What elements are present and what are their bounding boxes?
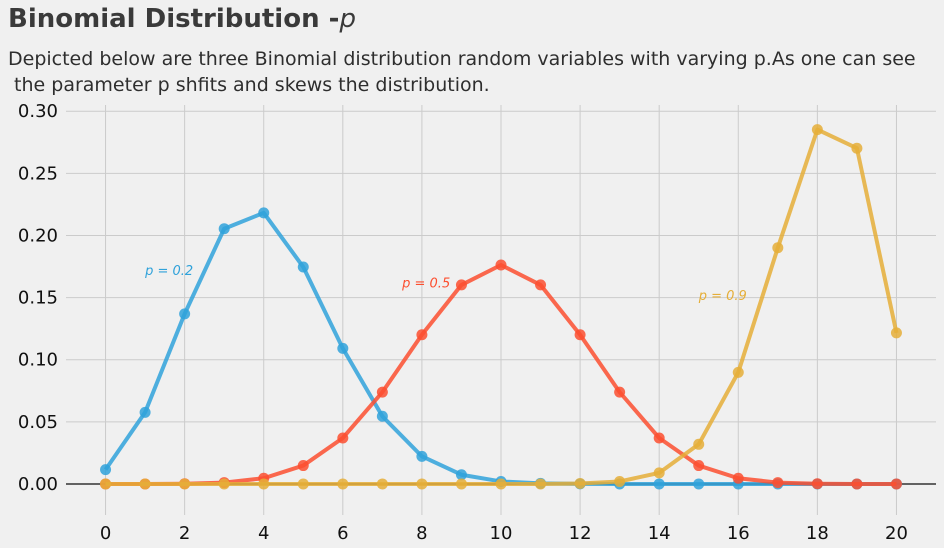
data-point [811,478,823,490]
chart-grid [66,105,936,515]
x-tick-label: 4 [258,523,269,544]
data-point [653,478,665,490]
data-point [851,478,863,490]
chart-subtitle: Depicted below are three Binomial distri… [8,46,916,98]
data-point [693,460,705,472]
data-point [416,478,428,490]
chart-subtitle-line-1: Depicted below are three Binomial distri… [8,48,916,70]
x-tick-label: 12 [569,523,592,544]
data-point [535,279,547,291]
data-point [218,478,230,490]
data-point [574,329,586,341]
data-point [376,478,388,490]
x-tick-label: 14 [648,523,671,544]
data-point [732,366,744,378]
data-point [851,142,863,154]
data-point [890,327,902,339]
x-tick-label: 10 [490,523,513,544]
data-point [495,259,507,271]
series-layer [100,124,902,490]
series-annotation: p = 0.5 [401,277,450,292]
data-point [258,207,270,219]
y-tick-label: 0.10 [18,350,58,371]
data-point [535,478,547,490]
data-point [732,472,744,484]
data-point [614,475,626,487]
data-point [337,478,349,490]
data-point [614,386,626,398]
data-point [693,438,705,450]
data-point [890,478,902,490]
chart-title-text: Binomial Distribution - [8,4,340,34]
chart-title: Binomial Distribution -p [8,4,356,34]
data-point [376,386,388,398]
data-point [416,450,428,462]
data-point [179,478,191,490]
data-point [772,477,784,489]
y-tick-label: 0.20 [18,225,58,246]
data-point [574,477,586,489]
data-point [297,478,309,490]
y-tick-label: 0.00 [18,474,58,495]
x-tick-label: 16 [727,523,750,544]
data-point [811,124,823,136]
data-point [179,308,191,320]
data-point [337,342,349,354]
y-tick-label: 0.05 [18,412,58,433]
x-tick-label: 0 [100,523,111,544]
data-point [100,464,112,476]
data-point [139,406,151,418]
series-annotation: p = 0.9 [698,289,747,304]
x-tick-label: 8 [416,523,427,544]
data-point [495,478,507,490]
data-point [455,469,467,481]
y-tick-label: 0.15 [18,288,58,309]
data-point [772,242,784,254]
data-point [297,460,309,472]
x-tick-label: 20 [885,523,908,544]
data-point [218,223,230,235]
x-tick-label: 18 [806,523,829,544]
series-annotation: p = 0.2 [144,264,193,279]
data-point [653,467,665,479]
data-point [100,478,112,490]
data-point [693,478,705,490]
data-point [376,410,388,422]
data-point [258,478,270,490]
annotation-layer: p = 0.2 p = 0.5 p = 0.9 [144,264,747,304]
chart-subtitle-line-2: the parameter p shfits and skews the dis… [8,74,490,96]
data-point [297,261,309,273]
data-point [455,279,467,291]
data-point [139,478,151,490]
y-tick-label: 0.30 [18,101,58,122]
chart-title-variable: p [339,4,356,34]
x-tick-label: 2 [179,523,190,544]
x-tick-label: 6 [337,523,348,544]
data-point [416,329,428,341]
data-point [455,478,467,490]
data-point [653,432,665,444]
y-tick-label: 0.25 [18,163,58,184]
series-3 [100,124,902,490]
data-point [337,432,349,444]
